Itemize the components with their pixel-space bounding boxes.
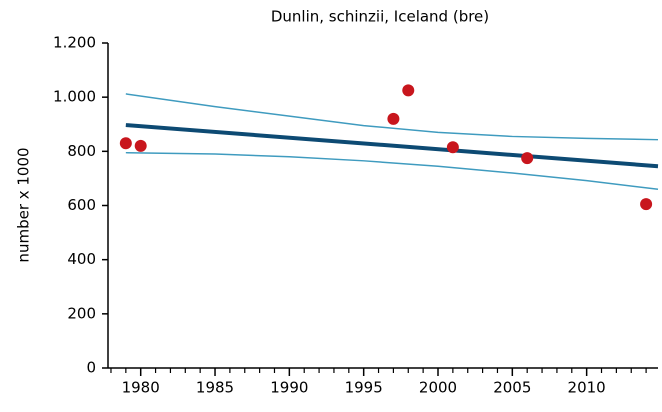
line [125, 123, 659, 169]
point [446, 141, 459, 154]
y-tick-label: 800 [67, 142, 96, 160]
x-tick-label: 2010 [568, 379, 606, 397]
line [125, 93, 659, 141]
x-tick-label: 1985 [196, 379, 234, 397]
y-tick-label: 1.000 [53, 88, 96, 106]
point [640, 198, 653, 211]
point [402, 84, 415, 97]
y-axis-label: number x 1000 [15, 147, 33, 262]
x-tick-label: 2005 [493, 379, 531, 397]
x-tick-label: 1990 [270, 379, 308, 397]
y-tick-label: 400 [67, 250, 96, 268]
x-tick-label: 1995 [345, 379, 383, 397]
y-tick-label: 600 [67, 196, 96, 214]
chart-title: Dunlin, schinzii, Iceland (bre) [271, 8, 489, 26]
y-tick-label: 200 [67, 304, 96, 322]
point [521, 152, 534, 165]
x-tick-label: 2000 [419, 379, 457, 397]
x-tick-label: 1980 [122, 379, 160, 397]
y-tick-label: 0 [86, 359, 96, 377]
point [387, 112, 400, 125]
point [119, 137, 132, 150]
line [125, 151, 659, 190]
y-tick-label: 1.200 [53, 34, 96, 52]
point [134, 139, 147, 152]
